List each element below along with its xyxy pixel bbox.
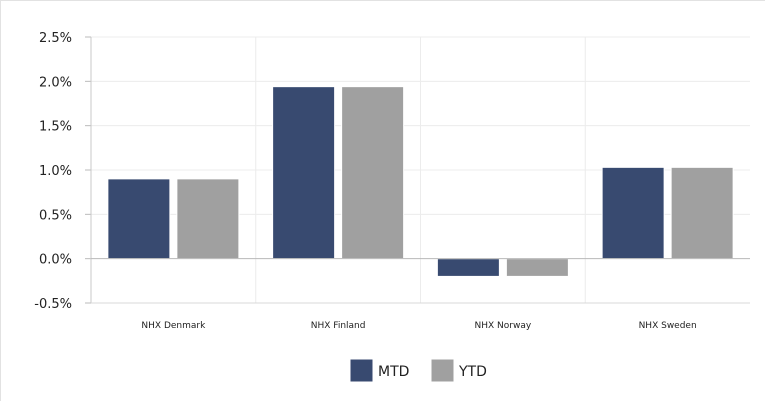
bar-ytd-nhx-denmark [176,178,240,260]
ytick-label: 1.5% [39,120,72,135]
legend-swatch-ytd [430,358,455,383]
bar-ytd-nhx-finland [341,86,405,260]
ytick-label: -0.5% [34,297,72,312]
xtick-label: NHX Norway [475,321,532,331]
ytick-label: 2.0% [39,75,72,90]
legend-label-ytd: YTD [458,364,487,380]
bar-mtd-nhx-sweden [601,166,665,260]
bar-mtd-nhx-denmark [107,178,171,260]
ytick-label: 0.0% [39,253,72,268]
bar-ytd-nhx-sweden [670,166,734,260]
ytick-label: 1.0% [39,164,72,179]
bar-mtd-nhx-finland [272,86,336,260]
ytick-label: 0.5% [39,208,72,223]
bar-ytd-nhx-norway [505,258,569,277]
bar-mtd-nhx-norway [436,258,500,277]
legend-label-mtd: MTD [378,364,409,380]
xtick-label: NHX Denmark [141,321,206,331]
xtick-label: NHX Sweden [639,321,697,331]
legend-swatch-mtd [349,358,374,383]
xtick-label: NHX Finland [311,321,366,331]
ytick-label: 2.5% [39,31,72,46]
